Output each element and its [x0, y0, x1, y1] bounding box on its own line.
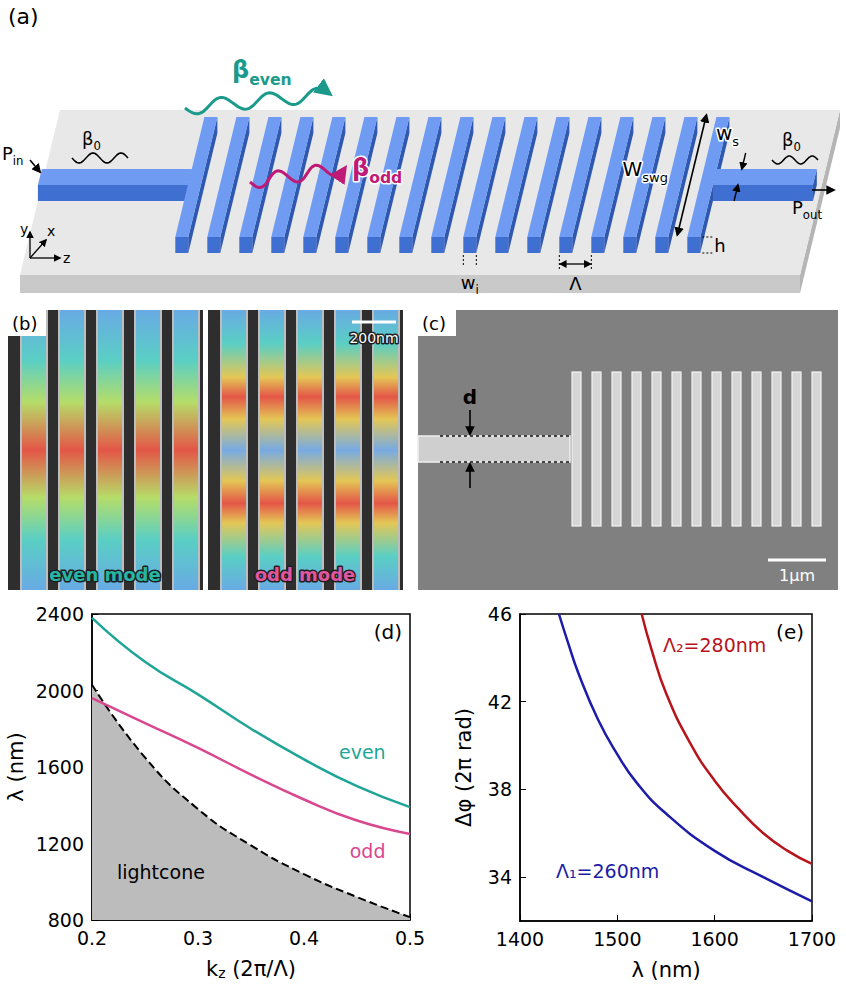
svg-text:1700: 1700 — [788, 928, 836, 950]
svg-text:Λ₂=280nm: Λ₂=280nm — [663, 634, 766, 656]
svg-text:Pin: Pin — [2, 143, 24, 168]
svg-text:2000: 2000 — [36, 680, 84, 702]
svg-text:lightcone: lightcone — [117, 861, 205, 883]
svg-text:0.5: 0.5 — [395, 927, 425, 949]
svg-text:1400: 1400 — [496, 928, 544, 950]
svg-text:Pout: Pout — [792, 197, 822, 222]
svg-text:800: 800 — [47, 909, 84, 931]
svg-text:even mode: even mode — [49, 564, 160, 585]
svg-text:1200: 1200 — [36, 833, 84, 855]
svg-text:Λ₁=260nm: Λ₁=260nm — [556, 860, 659, 882]
svg-text:λ (nm): λ (nm) — [631, 958, 700, 982]
svg-text:2400: 2400 — [36, 603, 84, 625]
svg-text:z: z — [218, 965, 225, 981]
svg-text:βodd: βodd — [352, 154, 402, 187]
svg-text:(b): (b) — [12, 313, 37, 334]
svg-text:0.2: 0.2 — [77, 927, 107, 949]
svg-text:βeven: βeven — [232, 56, 292, 89]
svg-text:y: y — [20, 221, 28, 237]
svg-text:0.4: 0.4 — [289, 927, 319, 949]
svg-text:42: 42 — [488, 691, 512, 713]
svg-text:z: z — [63, 250, 70, 266]
svg-text:(a): (a) — [8, 4, 39, 29]
svg-text:odd mode: odd mode — [255, 564, 356, 585]
svg-text:1600: 1600 — [36, 756, 84, 778]
svg-text:even: even — [339, 741, 386, 763]
svg-text:38: 38 — [488, 778, 512, 800]
svg-text:0.3: 0.3 — [183, 927, 213, 949]
svg-text:h: h — [714, 235, 725, 256]
svg-text:(2π/Λ): (2π/Λ) — [225, 957, 296, 981]
svg-text:x: x — [47, 223, 55, 239]
svg-text:d: d — [463, 385, 477, 409]
svg-text:odd: odd — [350, 840, 386, 862]
svg-text:Δφ (2π rad): Δφ (2π rad) — [452, 708, 476, 827]
svg-text:1µm: 1µm — [779, 566, 815, 585]
svg-text:1600: 1600 — [690, 928, 738, 950]
svg-text:(c): (c) — [422, 313, 446, 334]
svg-text:β0: β0 — [82, 128, 101, 153]
svg-text:(e): (e) — [776, 620, 804, 644]
svg-text:46: 46 — [488, 603, 512, 625]
svg-text:λ (nm): λ (nm) — [4, 732, 28, 801]
svg-text:k: k — [206, 957, 219, 981]
svg-text:ws: ws — [716, 121, 739, 149]
svg-text:Λ: Λ — [569, 273, 582, 294]
svg-text:1500: 1500 — [593, 928, 641, 950]
svg-text:(d): (d) — [374, 620, 402, 644]
svg-text:34: 34 — [488, 866, 512, 888]
svg-text:wi: wi — [461, 272, 479, 297]
svg-text:200nm: 200nm — [349, 330, 398, 346]
svg-text:Wswg: Wswg — [623, 157, 668, 185]
svg-text:β0: β0 — [782, 129, 801, 154]
